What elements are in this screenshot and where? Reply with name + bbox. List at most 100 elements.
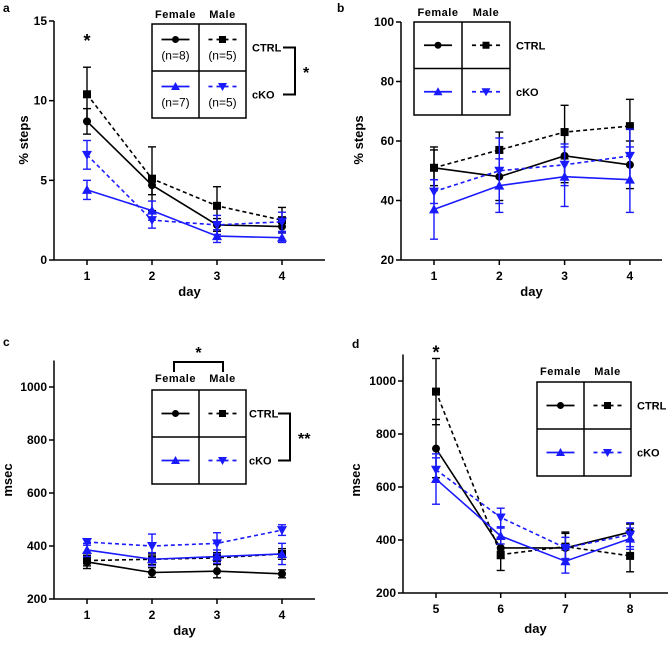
- y-tick-label: 10: [34, 94, 48, 108]
- x-tick-label: 4: [279, 608, 286, 622]
- data-point: [625, 122, 634, 131]
- data-point: [212, 220, 222, 230]
- legend: Female Male CTRL cKO: [536, 366, 667, 477]
- legend-row-label: CTRL: [516, 40, 546, 52]
- data-point: [147, 542, 157, 551]
- series-female-cko: [82, 179, 287, 244]
- panel-label: b: [337, 1, 344, 15]
- x-tick-label: 7: [562, 602, 569, 616]
- data-point: [429, 204, 439, 214]
- y-tick-label: 800: [376, 427, 396, 441]
- series-line: [433, 155, 631, 193]
- y-tick-label: 200: [376, 586, 396, 600]
- legend-triangle-down-icon: [218, 83, 227, 91]
- legend-n-label: (n=7): [161, 96, 189, 110]
- legend: Female Male CTRL cKO: [413, 7, 546, 116]
- data-point: [277, 526, 287, 536]
- x-tick-label: 4: [627, 269, 634, 283]
- legend-column-header: Female: [155, 9, 196, 21]
- legend-triangle-down-icon: [603, 449, 612, 457]
- column-significance-label: *: [195, 345, 202, 362]
- series-male-cko: [82, 139, 287, 236]
- legend-circle-icon: [434, 41, 442, 49]
- data-point: [277, 232, 287, 242]
- legend-circle-icon: [557, 402, 564, 409]
- x-tick-label: 5: [433, 602, 440, 616]
- series-line: [435, 391, 631, 557]
- y-tick-label: 400: [376, 533, 396, 547]
- x-tick-label: 3: [214, 608, 221, 622]
- row-bracket: [278, 412, 291, 462]
- panel-b: b 20 40 60 80 100 1 2 3 4 day % steps Female Male CTRL…: [337, 1, 662, 299]
- legend-triangle-down-icon: [218, 457, 227, 465]
- data-point: [429, 187, 439, 197]
- legend-row-label: cKO: [252, 90, 275, 102]
- legend-triangle-up-icon: [171, 82, 180, 90]
- legend-row-label: cKO: [249, 456, 272, 468]
- y-tick-label: 100: [374, 15, 394, 29]
- legend-column-header: Female: [155, 373, 196, 385]
- data-point: [147, 554, 157, 564]
- data-point: [277, 217, 287, 227]
- legend-triangle-up-icon: [556, 448, 565, 456]
- legend-triangle-up-icon: [171, 456, 180, 464]
- significance-star: *: [83, 31, 90, 51]
- data-point: [624, 151, 635, 161]
- panel-label: a: [3, 1, 10, 15]
- y-tick-label: 600: [27, 486, 47, 500]
- series-male-cko: [82, 524, 287, 559]
- data-point: [278, 569, 286, 578]
- legend-n-label: (n=8): [161, 49, 189, 63]
- legend-row-label: CTRL: [249, 409, 279, 421]
- legend-circle-icon: [172, 410, 179, 417]
- row-bracket: [283, 46, 296, 96]
- data-point: [495, 531, 506, 541]
- significance-star: *: [432, 343, 439, 363]
- legend-n-label: (n=5): [208, 49, 236, 63]
- x-tick-label: 6: [497, 602, 504, 616]
- data-point: [83, 556, 91, 565]
- y-tick-label: 800: [27, 433, 47, 447]
- x-axis-label: day: [173, 623, 196, 638]
- data-point: [430, 163, 438, 172]
- series-line: [433, 155, 631, 178]
- series-line: [86, 154, 283, 226]
- y-tick-label: 1000: [20, 380, 47, 394]
- series-line: [86, 120, 283, 228]
- y-tick-label: 0: [40, 253, 47, 267]
- y-axis-label: msec: [0, 463, 15, 496]
- legend-triangle-down-icon: [481, 88, 491, 97]
- legend-column-header: Male: [473, 7, 499, 19]
- legend-row-label: cKO: [637, 448, 660, 460]
- x-axis-label: day: [520, 284, 543, 299]
- legend-square-icon: [482, 41, 490, 49]
- legend-n-label: (n=5): [208, 96, 236, 110]
- x-tick-label: 3: [561, 269, 568, 283]
- y-tick-label: 400: [27, 539, 47, 553]
- y-tick-label: 600: [376, 480, 396, 494]
- y-tick-label: 20: [381, 253, 395, 267]
- y-tick-label: 60: [381, 134, 395, 148]
- legend-row-label: cKO: [516, 87, 539, 99]
- data-point: [560, 543, 571, 553]
- data-point: [625, 530, 636, 540]
- data-point: [82, 538, 92, 548]
- panel-label: d: [352, 337, 359, 351]
- row-significance-label: *: [303, 65, 310, 82]
- series-line: [435, 478, 631, 563]
- y-tick-label: 15: [34, 14, 48, 28]
- legend-column-header: Female: [418, 7, 459, 19]
- legend-column-header: Male: [209, 9, 235, 21]
- data-point: [213, 201, 221, 210]
- panel-label: c: [3, 335, 10, 349]
- legend-column-header: Male: [594, 366, 620, 378]
- column-bracket: [173, 361, 224, 372]
- data-point: [277, 548, 287, 558]
- series-line: [435, 469, 631, 549]
- data-point: [82, 544, 92, 554]
- data-point: [148, 568, 156, 577]
- legend-row-label: CTRL: [637, 401, 667, 413]
- data-point: [83, 90, 91, 99]
